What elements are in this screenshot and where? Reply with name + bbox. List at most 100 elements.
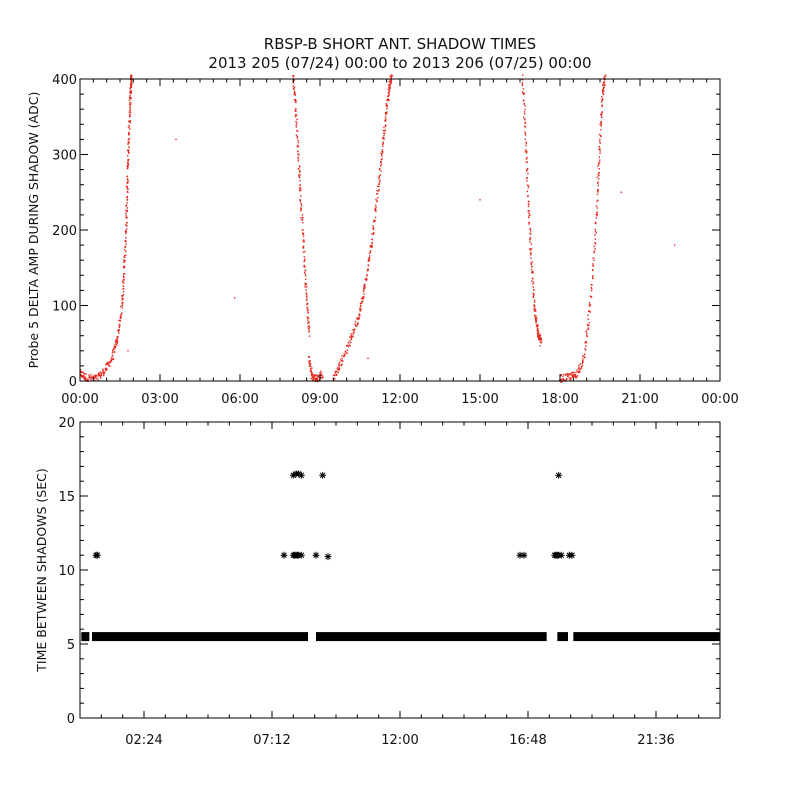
data-point <box>537 330 540 333</box>
data-point <box>569 379 571 381</box>
data-point <box>587 328 590 330</box>
data-point <box>353 331 355 333</box>
data-point <box>105 362 108 365</box>
data-point <box>600 101 603 103</box>
data-point <box>598 172 600 174</box>
data-point <box>386 111 388 113</box>
data-point <box>566 373 569 375</box>
data-point <box>539 345 541 347</box>
data-point <box>300 208 302 210</box>
data-point <box>107 363 109 366</box>
data-point <box>381 150 383 152</box>
data-point <box>126 209 129 212</box>
data-point <box>527 205 530 208</box>
data-point <box>533 307 536 309</box>
data-point <box>384 116 387 118</box>
data-point <box>121 280 124 283</box>
data-point <box>530 251 532 254</box>
x-tick-label: 21:36 <box>637 733 674 748</box>
data-point <box>367 357 369 360</box>
data-point <box>308 335 311 337</box>
data-point <box>303 256 306 258</box>
data-point <box>523 111 526 113</box>
data-point <box>586 336 588 338</box>
data-point <box>378 176 380 178</box>
data-point <box>307 325 309 328</box>
x-tick-label: 06:00 <box>221 392 258 407</box>
data-point <box>302 235 305 237</box>
data-point <box>369 245 372 248</box>
data-point <box>526 161 529 163</box>
x-tick-label: 15:00 <box>461 392 498 407</box>
data-point <box>129 103 131 106</box>
data-point <box>120 305 122 308</box>
data-point <box>126 190 129 193</box>
data-point <box>122 279 125 281</box>
data-point <box>129 109 131 112</box>
data-point <box>297 160 299 162</box>
data-point <box>369 250 372 252</box>
data-point <box>373 219 375 221</box>
data-point <box>90 377 92 379</box>
data-point <box>126 155 129 157</box>
data-point <box>526 190 529 193</box>
data-point <box>131 83 133 86</box>
data-point <box>88 376 90 379</box>
data-point <box>527 216 530 219</box>
data-point <box>599 142 601 145</box>
data-point <box>367 264 370 267</box>
data-point <box>364 283 366 286</box>
data-point <box>115 341 117 344</box>
data-point <box>362 290 365 293</box>
data-point <box>310 368 312 370</box>
data-point <box>592 269 594 272</box>
data-point <box>302 251 305 253</box>
data-point <box>531 266 533 268</box>
data-point <box>620 191 623 193</box>
data-point <box>386 112 388 114</box>
data-point <box>305 292 307 294</box>
data-point <box>304 275 307 277</box>
data-point <box>315 375 317 377</box>
data-point <box>378 168 381 170</box>
data-point <box>362 287 365 289</box>
data-point <box>309 364 311 366</box>
baseline-band <box>92 632 308 642</box>
data-point <box>309 359 312 362</box>
data-point <box>388 93 390 95</box>
data-point <box>526 170 528 172</box>
data-point <box>110 360 112 363</box>
data-point <box>368 252 371 254</box>
data-point <box>540 338 542 340</box>
data-point <box>314 377 317 379</box>
x-tick-label: 02:24 <box>125 733 162 748</box>
data-point <box>532 278 534 280</box>
x-tick-label: 16:48 <box>509 733 546 748</box>
data-point <box>126 202 128 204</box>
data-point <box>298 187 301 189</box>
data-point <box>602 93 605 96</box>
data-point <box>105 369 107 372</box>
data-point <box>296 137 298 139</box>
data-point <box>534 310 537 312</box>
data-point <box>131 74 133 77</box>
series-6 <box>127 138 676 360</box>
data-point <box>122 275 125 277</box>
data-point <box>371 242 373 245</box>
data-point <box>301 229 304 231</box>
data-point <box>114 346 117 349</box>
data-point <box>99 377 102 379</box>
data-point <box>297 158 300 160</box>
data-point <box>529 241 531 243</box>
data-point <box>524 134 527 136</box>
data-point <box>371 244 373 247</box>
data-point <box>308 362 310 365</box>
series-1 <box>292 75 311 337</box>
data-point <box>82 375 84 377</box>
data-point <box>125 209 127 212</box>
data-point <box>364 286 366 288</box>
data-point <box>304 286 306 288</box>
data-point <box>130 79 133 81</box>
data-point <box>597 188 599 191</box>
data-point <box>596 207 599 209</box>
